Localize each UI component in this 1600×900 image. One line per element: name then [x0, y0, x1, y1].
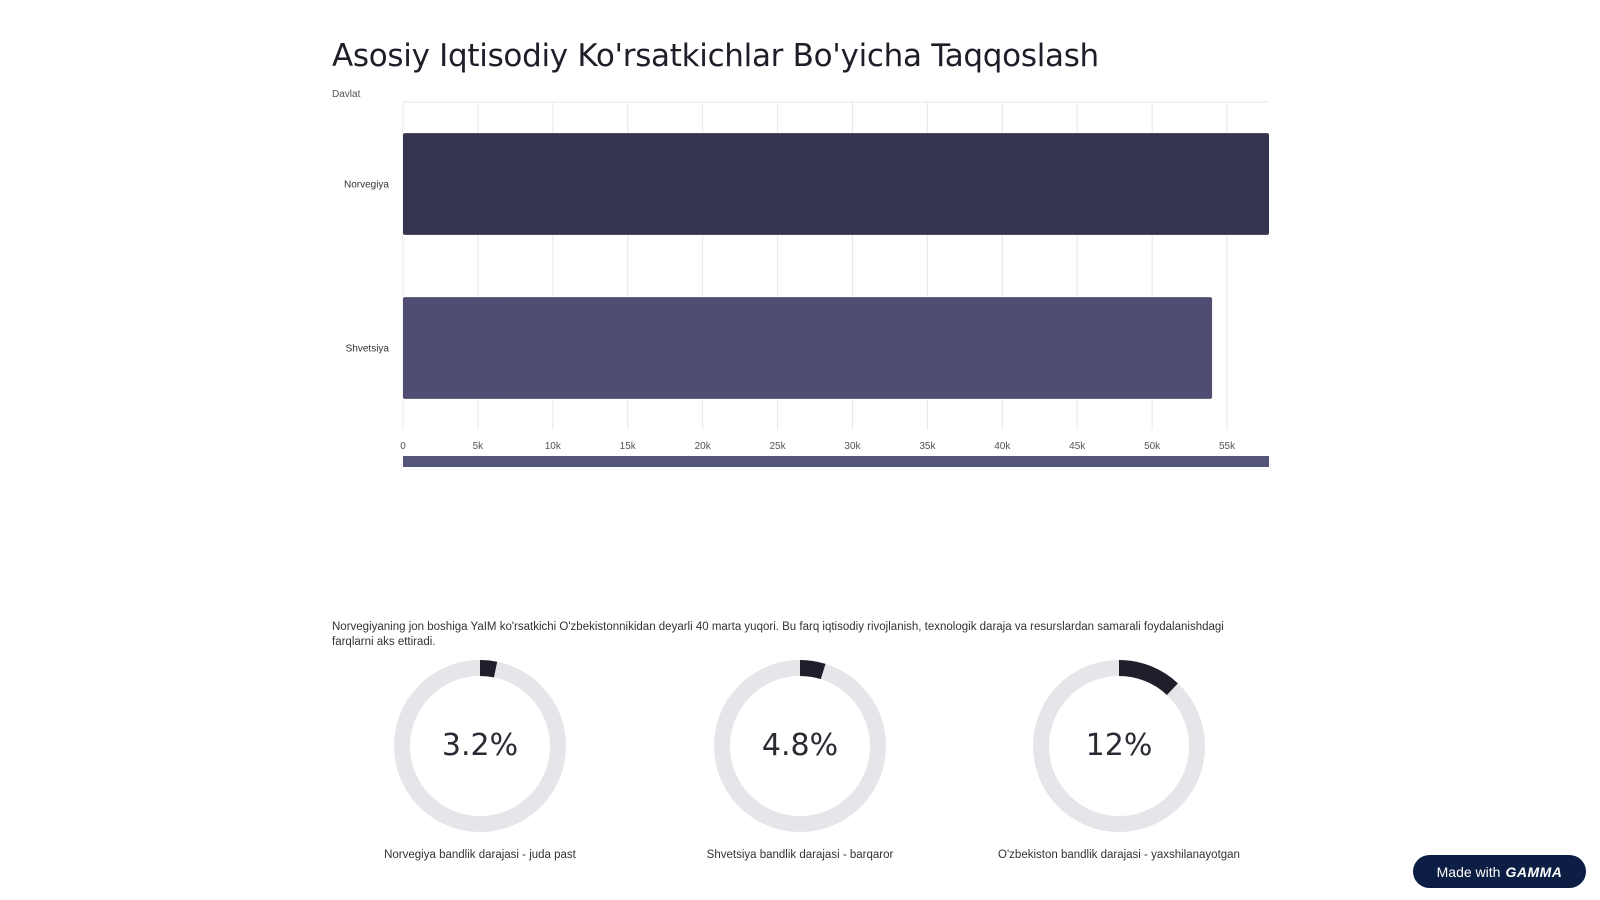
donut-chart-norway: 3.2% Norvegiya bandlik darajasi - juda p… [355, 656, 605, 886]
x-tick-label: 20k [695, 441, 712, 452]
x-tick-label: 30k [844, 441, 861, 452]
y-axis-label: Davlat [332, 89, 361, 100]
page-title: Asosiy Iqtisodiy Ko'rsatkichlar Bo'yicha… [332, 38, 1099, 74]
x-tick-label: 55k [1219, 441, 1236, 452]
donut-arc [394, 660, 566, 832]
bar-chart: Norvegiya Shvetsiya 0 5k 10k 15k 20k 25k 30k 35k… [344, 101, 1269, 467]
category-label: Shvetsiya [346, 344, 390, 355]
x-tick-label: 0 [400, 441, 406, 452]
x-tick-label: 50k [1144, 441, 1161, 452]
donut-value: 12% [1085, 728, 1153, 763]
donut-caption: O'zbekiston bandlik darajasi - yaxshilan… [998, 849, 1240, 861]
chart-scrollbar[interactable] [403, 456, 1269, 467]
gamma-logo: GAMMA [1505, 863, 1563, 880]
x-tick-label: 45k [1069, 441, 1086, 452]
category-label: Norvegiya [344, 180, 389, 191]
x-tick-label: 10k [545, 441, 562, 452]
donut-caption: Norvegiya bandlik darajasi - juda past [384, 849, 576, 861]
bar-shvetsiya [403, 297, 1213, 399]
donut-value: 3.2% [441, 728, 519, 763]
donut-chart-uzbekistan: 12% O'zbekiston bandlik darajasi - yaxsh… [994, 656, 1244, 886]
x-tick-label: 5k [473, 441, 485, 452]
donut-value: 4.8% [761, 728, 839, 763]
donut-ring [714, 660, 886, 832]
badge-prefix: Made with [1436, 863, 1501, 880]
description-text: Norvegiyaning jon boshiga YaIM ko'rsatki… [332, 621, 1224, 648]
donut-ring [394, 660, 566, 832]
x-tick-label: 15k [620, 441, 637, 452]
donut-ring [1033, 660, 1205, 832]
donut-chart-sweden: 4.8% Shvetsiya bandlik darajasi - barqar… [675, 656, 925, 886]
x-tick-label: 25k [770, 441, 787, 452]
category-labels: Norvegiya Shvetsiya [344, 180, 389, 355]
x-tick-label: 40k [994, 441, 1011, 452]
x-axis-ticks: 0 5k 10k 15k 20k 25k 30k 35k 40k 45k 50k 55k [400, 441, 1236, 452]
donut-arc [714, 660, 886, 832]
x-tick-label: 35k [919, 441, 936, 452]
donut-caption: Shvetsiya bandlik darajasi - barqaror [706, 849, 894, 861]
made-with-gamma-badge[interactable]: Made with GAMMA [1413, 855, 1586, 888]
donut-arc [1033, 660, 1205, 832]
bar-norvegiya [403, 133, 1269, 235]
bars [403, 133, 1269, 399]
